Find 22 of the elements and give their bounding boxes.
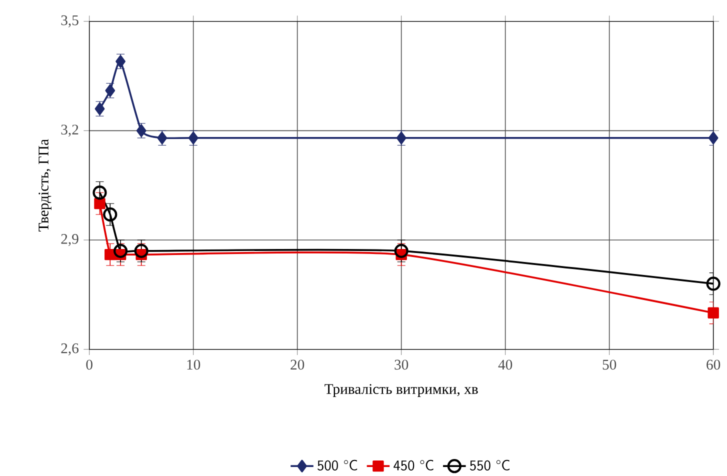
x-tick-label: 0 <box>86 360 92 370</box>
x-tick-label: 30 <box>394 360 408 370</box>
legend-label: 500 °C <box>318 460 358 471</box>
x-tick-label: 60 <box>706 360 720 370</box>
point <box>103 207 118 222</box>
x-axis-title: Тривалість витримки, хв <box>324 384 478 397</box>
legend-label: 450 °C <box>394 460 434 471</box>
point <box>708 307 719 318</box>
y-tick-label: 3,2 <box>61 124 78 137</box>
x-tick-label: 20 <box>290 360 304 370</box>
point <box>708 132 718 144</box>
point <box>94 198 106 210</box>
x-tick-label: 40 <box>498 360 512 370</box>
y-tick-label: 3,5 <box>61 15 78 28</box>
y-tick-label: 2,9 <box>61 234 78 246</box>
legend-label: 550 °C <box>470 460 510 471</box>
x-tick-label: 10 <box>187 360 200 370</box>
y-tick-label: 2,6 <box>61 343 79 356</box>
point <box>92 186 107 200</box>
y-axis-title: Твердість, ГПа <box>38 139 52 232</box>
point <box>706 276 720 291</box>
x-tick-label: 50 <box>602 360 616 370</box>
